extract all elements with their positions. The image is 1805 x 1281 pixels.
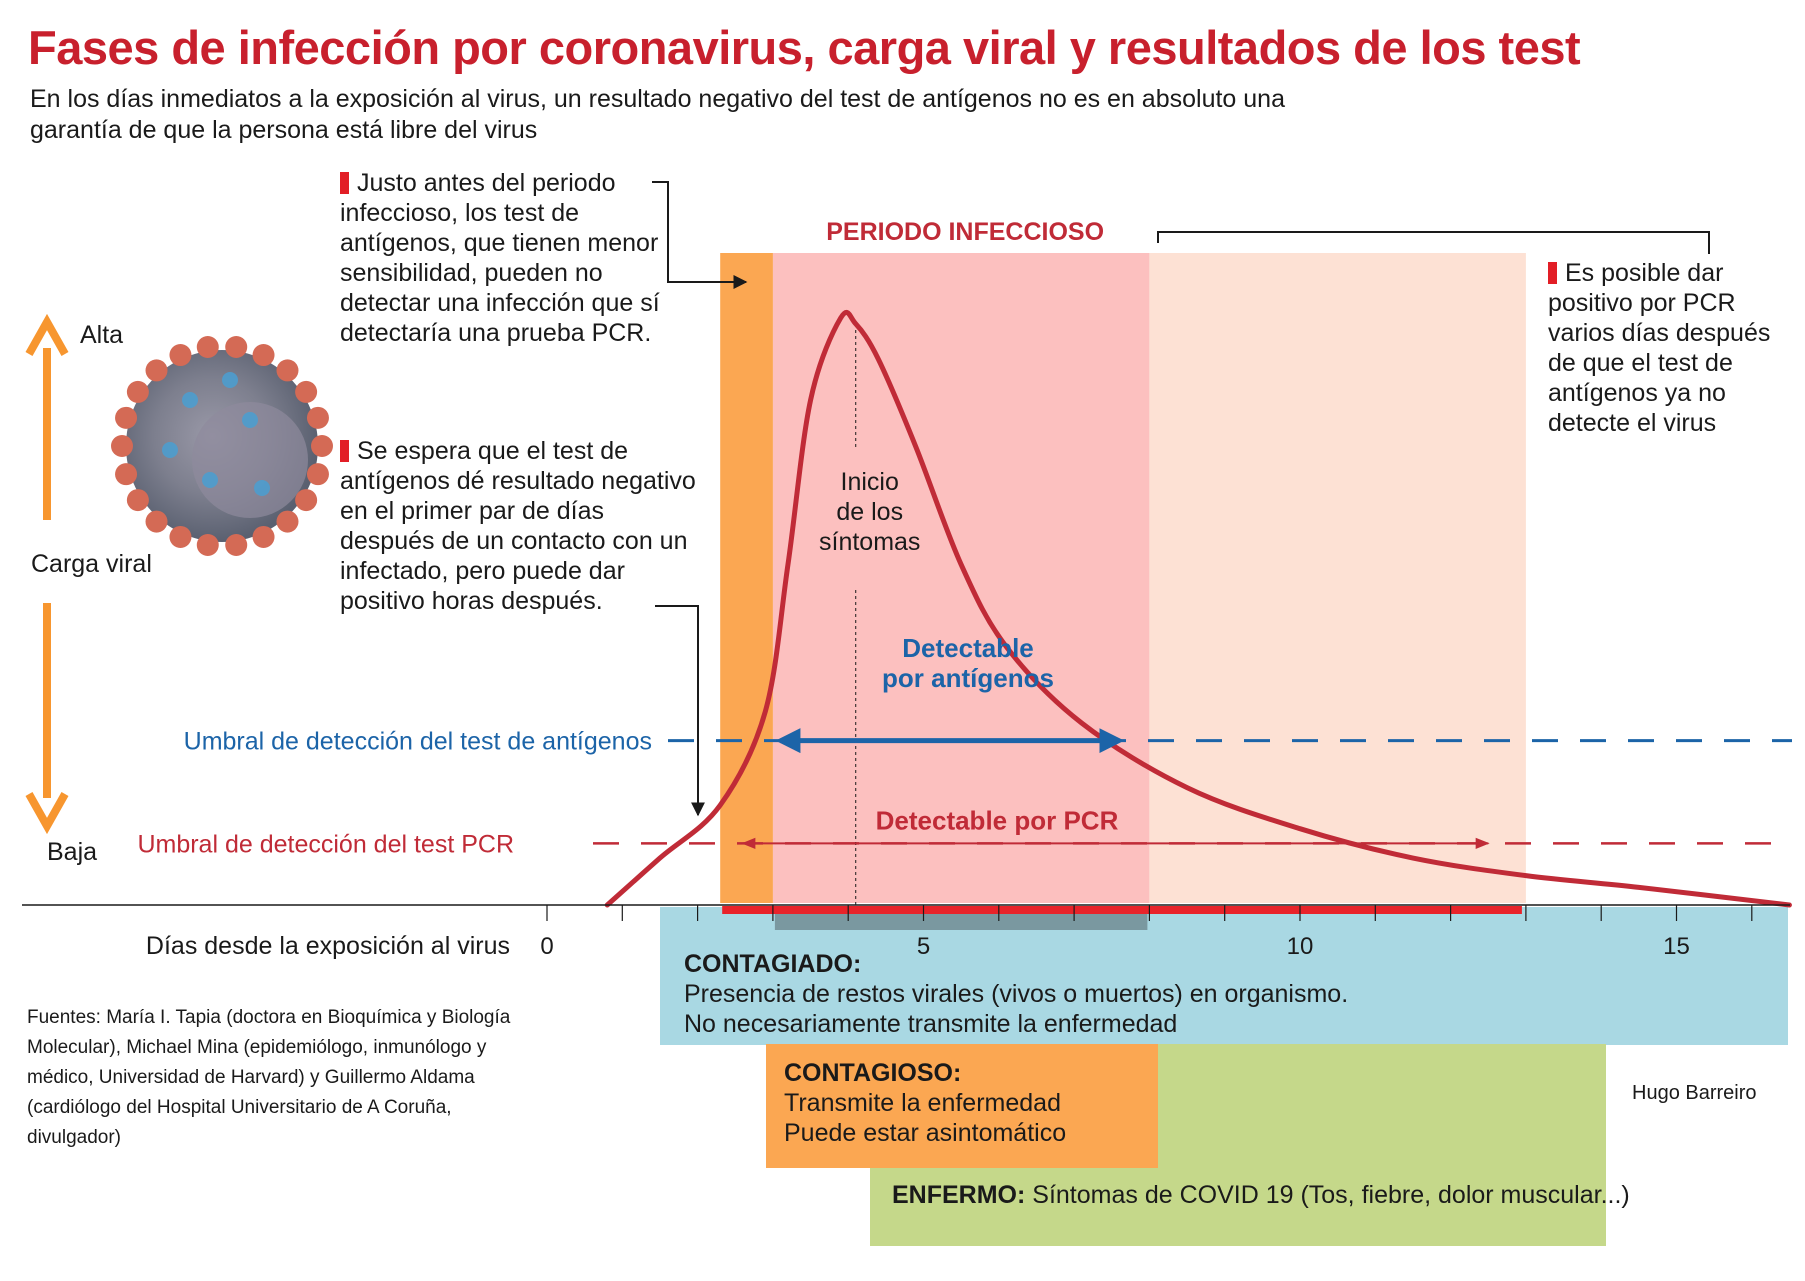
infectious-period-label: PERIODO INFECCIOSO (826, 218, 1104, 246)
virus-protein (254, 480, 270, 496)
bullet-marker (340, 172, 349, 194)
symptom-onset-label: de los (836, 498, 903, 526)
note1-text: Justo antes del periodo infeccioso, los … (340, 169, 660, 347)
virus-spike (276, 359, 299, 382)
bullet-marker (340, 440, 349, 462)
author-credit: Hugo Barreiro (1632, 1082, 1757, 1104)
symptom-onset-label: Inicio (841, 468, 899, 496)
x-axis: 0 5 10 15 Días desde la exposición al virus (22, 904, 1790, 960)
page-title: Fases de infección por coronavirus, carg… (28, 21, 1581, 74)
virus-spike (196, 336, 219, 359)
contagiado-text: CONTAGIADO: Presencia de restos virales … (684, 949, 1348, 1039)
x-tick-label: 10 (1287, 933, 1314, 960)
enfermo-text: ENFERMO: Síntomas de COVID 19 (Tos, fieb… (892, 1180, 1630, 1210)
bullet-marker (1548, 262, 1557, 284)
coronavirus-icon (111, 336, 333, 556)
x-tick-label: 5 (917, 933, 930, 960)
contagiado-line1: Presencia de restos virales (vivos o mue… (684, 980, 1349, 1008)
note-antigen-sensitivity: Justo antes del periodo infeccioso, los … (340, 168, 660, 348)
note3-text: Es posible dar positivo por PCR varios d… (1548, 259, 1771, 437)
virus-spike (276, 510, 299, 533)
contagioso-text: CONTAGIOSO: Transmite la enfermedad Pued… (784, 1058, 1066, 1148)
virus-spike (145, 359, 168, 382)
virus-protein (202, 472, 218, 488)
x-tick-label: 15 (1663, 933, 1690, 960)
virus-protein (222, 372, 238, 388)
antigen-detectable-label: Detectable (902, 633, 1034, 663)
y-low-label: Baja (47, 838, 97, 866)
threshold-label-0: Umbral de detección del test de antígeno… (184, 728, 652, 756)
contagioso-box: CONTAGIOSO: Transmite la enfermedad Pued… (766, 1044, 1158, 1168)
virus-spike (115, 463, 138, 486)
enfermo-label: ENFERMO: (892, 1181, 1026, 1209)
antigen-detectable-label: por antígenos (882, 663, 1054, 693)
virus-spike (126, 380, 149, 403)
contagioso-label: CONTAGIOSO: (784, 1059, 962, 1087)
y-axis-label: Carga viral (31, 550, 152, 578)
x-axis-label: Días desde la exposición al virus (146, 932, 510, 960)
virus-spike (252, 344, 275, 367)
callout-lines (652, 181, 1710, 817)
sources: Fuentes: María I. Tapia (doctora en Bioq… (27, 1007, 511, 1148)
contagioso-line1: Transmite la enfermedad (784, 1089, 1061, 1117)
note-antigen-negative: Se espera que el test de antígenos dé re… (340, 436, 700, 616)
virus-spike (295, 380, 318, 403)
page-subtitle: En los días inmediatos a la exposición a… (30, 85, 1285, 144)
virus-spike (115, 406, 138, 429)
virus-protein (162, 442, 178, 458)
period-band-2 (1149, 253, 1526, 903)
contagiado-line2: No necesariamente transmite la enfermeda… (684, 1010, 1178, 1038)
virus-spike (306, 463, 329, 486)
virus-spike (306, 406, 329, 429)
virus-spike (169, 525, 192, 548)
y-axis-arrows (25, 313, 69, 835)
virus-spike (311, 435, 333, 457)
virus-spike (169, 344, 192, 367)
contagioso-line2: Puede estar asintomático (784, 1119, 1067, 1147)
period-bands: PERIODO INFECCIOSO (720, 218, 1526, 930)
virus-spike (252, 525, 275, 548)
period-band-1 (720, 253, 773, 903)
virus-spike (126, 489, 149, 512)
virus-spike (145, 510, 168, 533)
virus-spike (225, 336, 248, 359)
threshold-label-1: Umbral de detección del test PCR (137, 830, 514, 858)
virus-spike (295, 489, 318, 512)
enfermo-description: Síntomas de COVID 19 (Tos, fiebre, dolor… (1032, 1181, 1630, 1209)
virus-spike (111, 435, 133, 457)
viral-load-curve (604, 309, 1792, 908)
viral-load-line (604, 309, 1792, 908)
virus-spike (196, 533, 219, 556)
virus-protein (182, 392, 198, 408)
virus-protein (242, 412, 258, 428)
x-tick-label: 0 (540, 933, 553, 960)
virus-spike (225, 533, 248, 556)
y-high-label: Alta (80, 321, 123, 349)
pcr-detectable-label: Detectable por PCR (876, 805, 1119, 835)
note-pcr-positive: Es posible dar positivo por PCR varios d… (1548, 258, 1778, 438)
infection-duration-bar (722, 906, 1522, 914)
period-band-0 (772, 253, 1150, 903)
symptom-onset-label: síntomas (819, 528, 920, 556)
contagiado-label: CONTAGIADO: (684, 950, 862, 978)
note2-text: Se espera que el test de antígenos dé re… (340, 437, 696, 615)
symptom-period-bar (774, 914, 1148, 930)
